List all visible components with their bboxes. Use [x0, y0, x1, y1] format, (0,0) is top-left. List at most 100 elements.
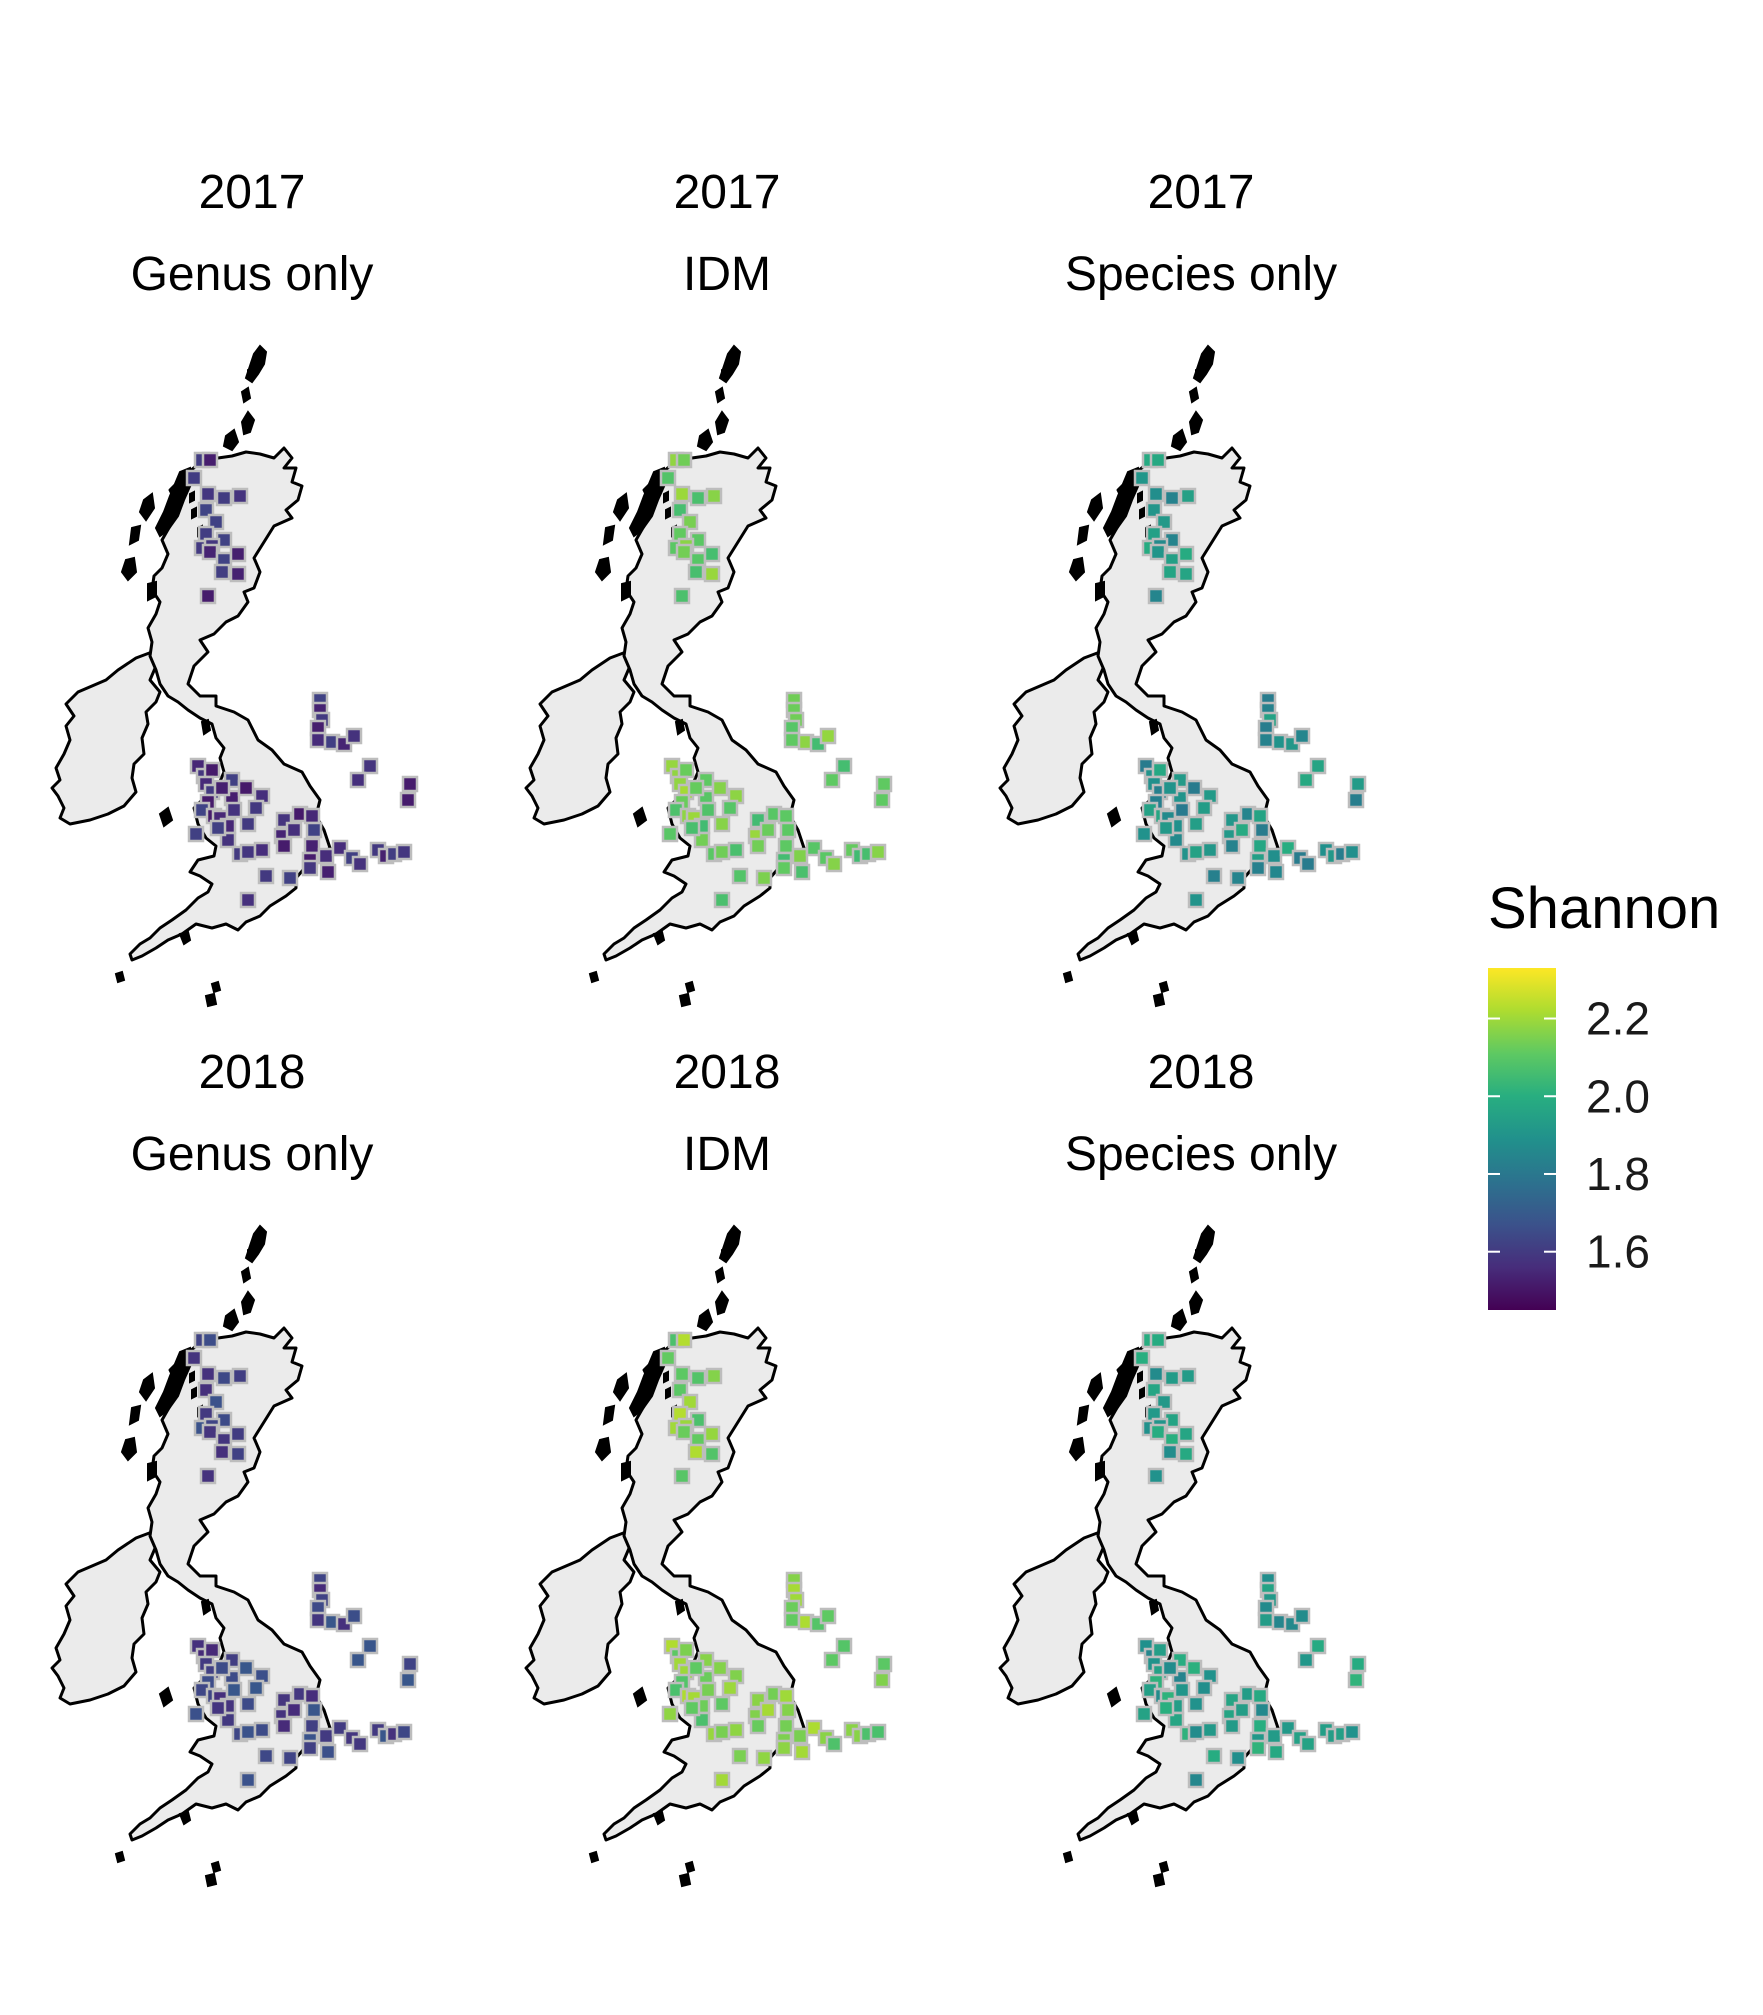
shannon-grid-cell: [201, 1331, 219, 1349]
shannon-grid-cell: [395, 843, 413, 861]
island: [665, 1386, 671, 1400]
island: [632, 806, 648, 828]
island: [602, 524, 616, 546]
shannon-grid-cell: [711, 779, 729, 797]
shannon-grid-cell: [755, 869, 773, 887]
shannon-grid-cell: [1349, 1655, 1367, 1673]
island: [1068, 1436, 1086, 1462]
island: [1106, 806, 1122, 828]
panel-year-label: 2018: [674, 1046, 781, 1099]
shannon-grid-cell: [1267, 1743, 1285, 1761]
shannon-grid-cell: [823, 771, 841, 789]
shannon-grid-cell: [703, 1425, 721, 1443]
panel-year-label: 2017: [1148, 166, 1255, 219]
shannon-grid-cell: [659, 469, 677, 487]
legend-tick-label: 2.2: [1586, 993, 1650, 1045]
shannon-grid-cell: [1173, 1681, 1191, 1699]
shannon-grid-cell: [351, 1735, 369, 1753]
shannon-grid-cell: [1249, 859, 1267, 877]
island: [247, 1246, 253, 1260]
shannon-grid-cell: [673, 1467, 691, 1485]
shannon-grid-cell: [331, 1719, 349, 1737]
shannon-grid-cell: [229, 565, 247, 583]
island: [1158, 1860, 1170, 1874]
island: [1095, 580, 1105, 602]
island: [200, 1598, 212, 1616]
panel-model-label: Species only: [1065, 248, 1337, 301]
shannon-grid-cell: [731, 867, 749, 885]
shannon-grid-cell: [1251, 1687, 1269, 1705]
island: [1195, 1246, 1201, 1260]
shannon-grid-cell: [721, 799, 739, 817]
shannon-grid-cell: [399, 791, 417, 809]
shannon-grid-cell: [1135, 825, 1153, 843]
shannon-grid-cell: [683, 819, 701, 837]
shannon-grid-cell: [1173, 801, 1191, 819]
shannon-grid-cell: [873, 1671, 891, 1689]
ireland-landmass: [50, 650, 162, 826]
shannon-grid-cell: [1167, 831, 1185, 849]
shannon-grid-cell: [783, 1611, 801, 1629]
shannon-grid-cell: [309, 1611, 327, 1629]
shannon-grid-cell: [711, 1659, 729, 1677]
panel-2018-idm: 2018 IDM: [524, 1046, 893, 1888]
shannon-grid-cell: [727, 1721, 745, 1739]
shannon-grid-cell: [791, 847, 809, 865]
island: [1068, 556, 1086, 582]
panel-model-label: IDM: [683, 1128, 771, 1181]
shannon-grid-cell: [675, 1331, 693, 1349]
shannon-grid-cell: [231, 1367, 249, 1385]
island: [652, 930, 666, 946]
shannon-grid-cell: [1147, 587, 1165, 605]
island: [191, 1386, 197, 1400]
shannon-grid-cell: [1161, 1659, 1179, 1677]
shannon-grid-cell: [1187, 815, 1205, 833]
island: [1139, 1386, 1145, 1400]
island: [1076, 1404, 1090, 1426]
shannon-grid-cell: [713, 1695, 731, 1713]
shannon-grid-cell: [285, 821, 303, 839]
uk-ireland-map: [50, 1224, 419, 1888]
shannon-grid-cell: [1347, 1671, 1365, 1689]
shannon-grid-cell: [225, 801, 243, 819]
shannon-grid-cell: [207, 1393, 225, 1411]
island: [240, 1290, 256, 1316]
shannon-grid-cell: [869, 843, 887, 861]
shannon-grid-cell: [345, 727, 363, 745]
shannon-grid-cell: [1167, 1711, 1185, 1729]
island: [147, 1460, 157, 1482]
shannon-grid-cell: [239, 815, 257, 833]
ireland-landmass: [998, 650, 1110, 826]
island: [204, 992, 218, 1008]
shannon-grid-cell: [755, 1749, 773, 1767]
shannon-grid-cell: [675, 543, 693, 561]
shannon-grid-cell: [199, 1467, 217, 1485]
shannon-grid-cell: [1299, 855, 1317, 873]
shannon-grid-cell: [1349, 775, 1367, 793]
shannon-grid-cell: [805, 1719, 823, 1737]
shannon-grid-cell: [683, 1699, 701, 1717]
shannon-grid-cell: [257, 1747, 275, 1765]
shannon-grid-cell: [687, 779, 705, 797]
island: [652, 1810, 666, 1826]
shannon-grid-cell: [1177, 545, 1195, 563]
shannon-grid-cell: [201, 543, 219, 561]
shannon-grid-cell: [1157, 1699, 1175, 1717]
island: [665, 506, 671, 520]
shannon-grid-cell: [303, 1687, 321, 1705]
shannon-grid-cell: [699, 1681, 717, 1699]
uk-ireland-map: [998, 1224, 1367, 1888]
shannon-grid-cell: [213, 1659, 231, 1677]
shannon-grid-cell: [759, 821, 777, 839]
shannon-grid-cell: [319, 1743, 337, 1761]
island: [222, 1308, 240, 1332]
shannon-grid-cell: [673, 587, 691, 605]
shannon-grid-cell: [783, 731, 801, 749]
island: [1139, 506, 1145, 520]
shannon-grid-cell: [229, 1425, 247, 1443]
island: [1170, 428, 1188, 452]
shannon-grid-cell: [351, 855, 369, 873]
shannon-grid-cell: [1251, 1717, 1269, 1735]
shannon-grid-cell: [1251, 807, 1269, 825]
island: [178, 1810, 192, 1826]
